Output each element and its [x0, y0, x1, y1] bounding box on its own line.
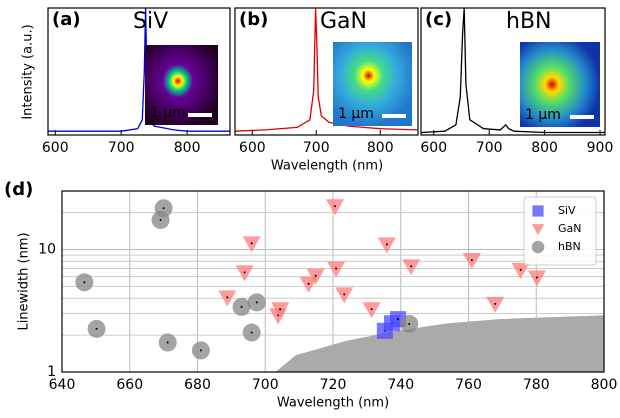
legend-label: hBN: [558, 240, 581, 253]
marker-center: [494, 303, 496, 305]
marker-center: [160, 219, 162, 221]
marker-center: [471, 259, 473, 261]
x-tick-label: 800: [174, 140, 201, 156]
marker-center: [241, 306, 243, 308]
marker-center: [96, 328, 98, 330]
panel-title: GaN: [320, 9, 367, 34]
x-tick-label: 680: [184, 377, 211, 393]
marker-center: [408, 323, 410, 325]
marker-center: [167, 342, 169, 344]
panel-label: (c): [425, 9, 452, 30]
marker-center: [279, 308, 281, 310]
figure: SiV 1 μm 600 700 800 (a) Intensity (a.u.) GaN 1 …: [0, 0, 620, 418]
marker-center: [343, 293, 345, 295]
panel-label: (d): [4, 179, 33, 200]
x-tick-label: 600: [239, 140, 266, 156]
circle-marker: [532, 241, 545, 254]
y-axis-label: Intensity (a.u.): [21, 24, 36, 119]
marker-center: [244, 271, 246, 273]
panel-title: hBN: [506, 9, 552, 34]
x-tick-label: 780: [523, 377, 550, 393]
x-tick-label: 800: [367, 140, 394, 156]
marker-center: [251, 242, 253, 244]
marker-center: [83, 281, 85, 283]
x-tick-label: 600: [42, 140, 69, 156]
marker-center: [163, 207, 165, 209]
marker-center: [226, 296, 228, 298]
marker-center: [256, 301, 258, 303]
panel-label: (a): [52, 9, 81, 30]
y-tick-label: 1: [47, 364, 56, 380]
x-tick-label: 700: [476, 140, 503, 156]
x-tick-label: 900: [587, 140, 614, 156]
y-tick-label: 10: [38, 241, 56, 257]
marker-center: [315, 275, 317, 277]
shaded-region: [275, 315, 604, 372]
marker-center: [308, 283, 310, 285]
legend-label: GaN: [558, 222, 582, 235]
x-tick-label: 760: [455, 377, 482, 393]
square-marker: [532, 205, 543, 216]
marker-center: [334, 205, 336, 207]
x-tick-label: 700: [303, 140, 330, 156]
x-axis-label: Wavelength (nm): [271, 159, 383, 174]
marker-center: [371, 308, 373, 310]
marker-center: [410, 265, 412, 267]
marker-center: [520, 269, 522, 271]
x-tick-label: 800: [591, 377, 618, 393]
x-tick-label: 700: [252, 377, 279, 393]
x-tick-label: 740: [387, 377, 414, 393]
marker-center: [386, 243, 388, 245]
marker-center: [335, 267, 337, 269]
x-tick-label: 660: [116, 377, 143, 393]
legend-label: SiV: [558, 204, 576, 217]
x-axis-label: Wavelength (nm): [277, 396, 389, 411]
marker-center: [536, 277, 538, 279]
marker-center: [200, 349, 202, 351]
marker-center: [397, 318, 399, 320]
panel-label: (b): [239, 9, 268, 30]
panel-title: SiV: [133, 9, 168, 34]
scale-bar-label: 1 μm: [150, 105, 186, 121]
x-tick-label: 720: [320, 377, 347, 393]
scale-bar-label: 1 μm: [338, 106, 374, 122]
y-axis-label: Linewidth (nm): [17, 232, 32, 330]
x-tick-label: 800: [531, 140, 558, 156]
x-tick-label: 700: [108, 140, 135, 156]
x-tick-label: 600: [420, 140, 447, 156]
scale-bar-label: 1 μm: [525, 107, 561, 123]
marker-center: [251, 332, 253, 334]
